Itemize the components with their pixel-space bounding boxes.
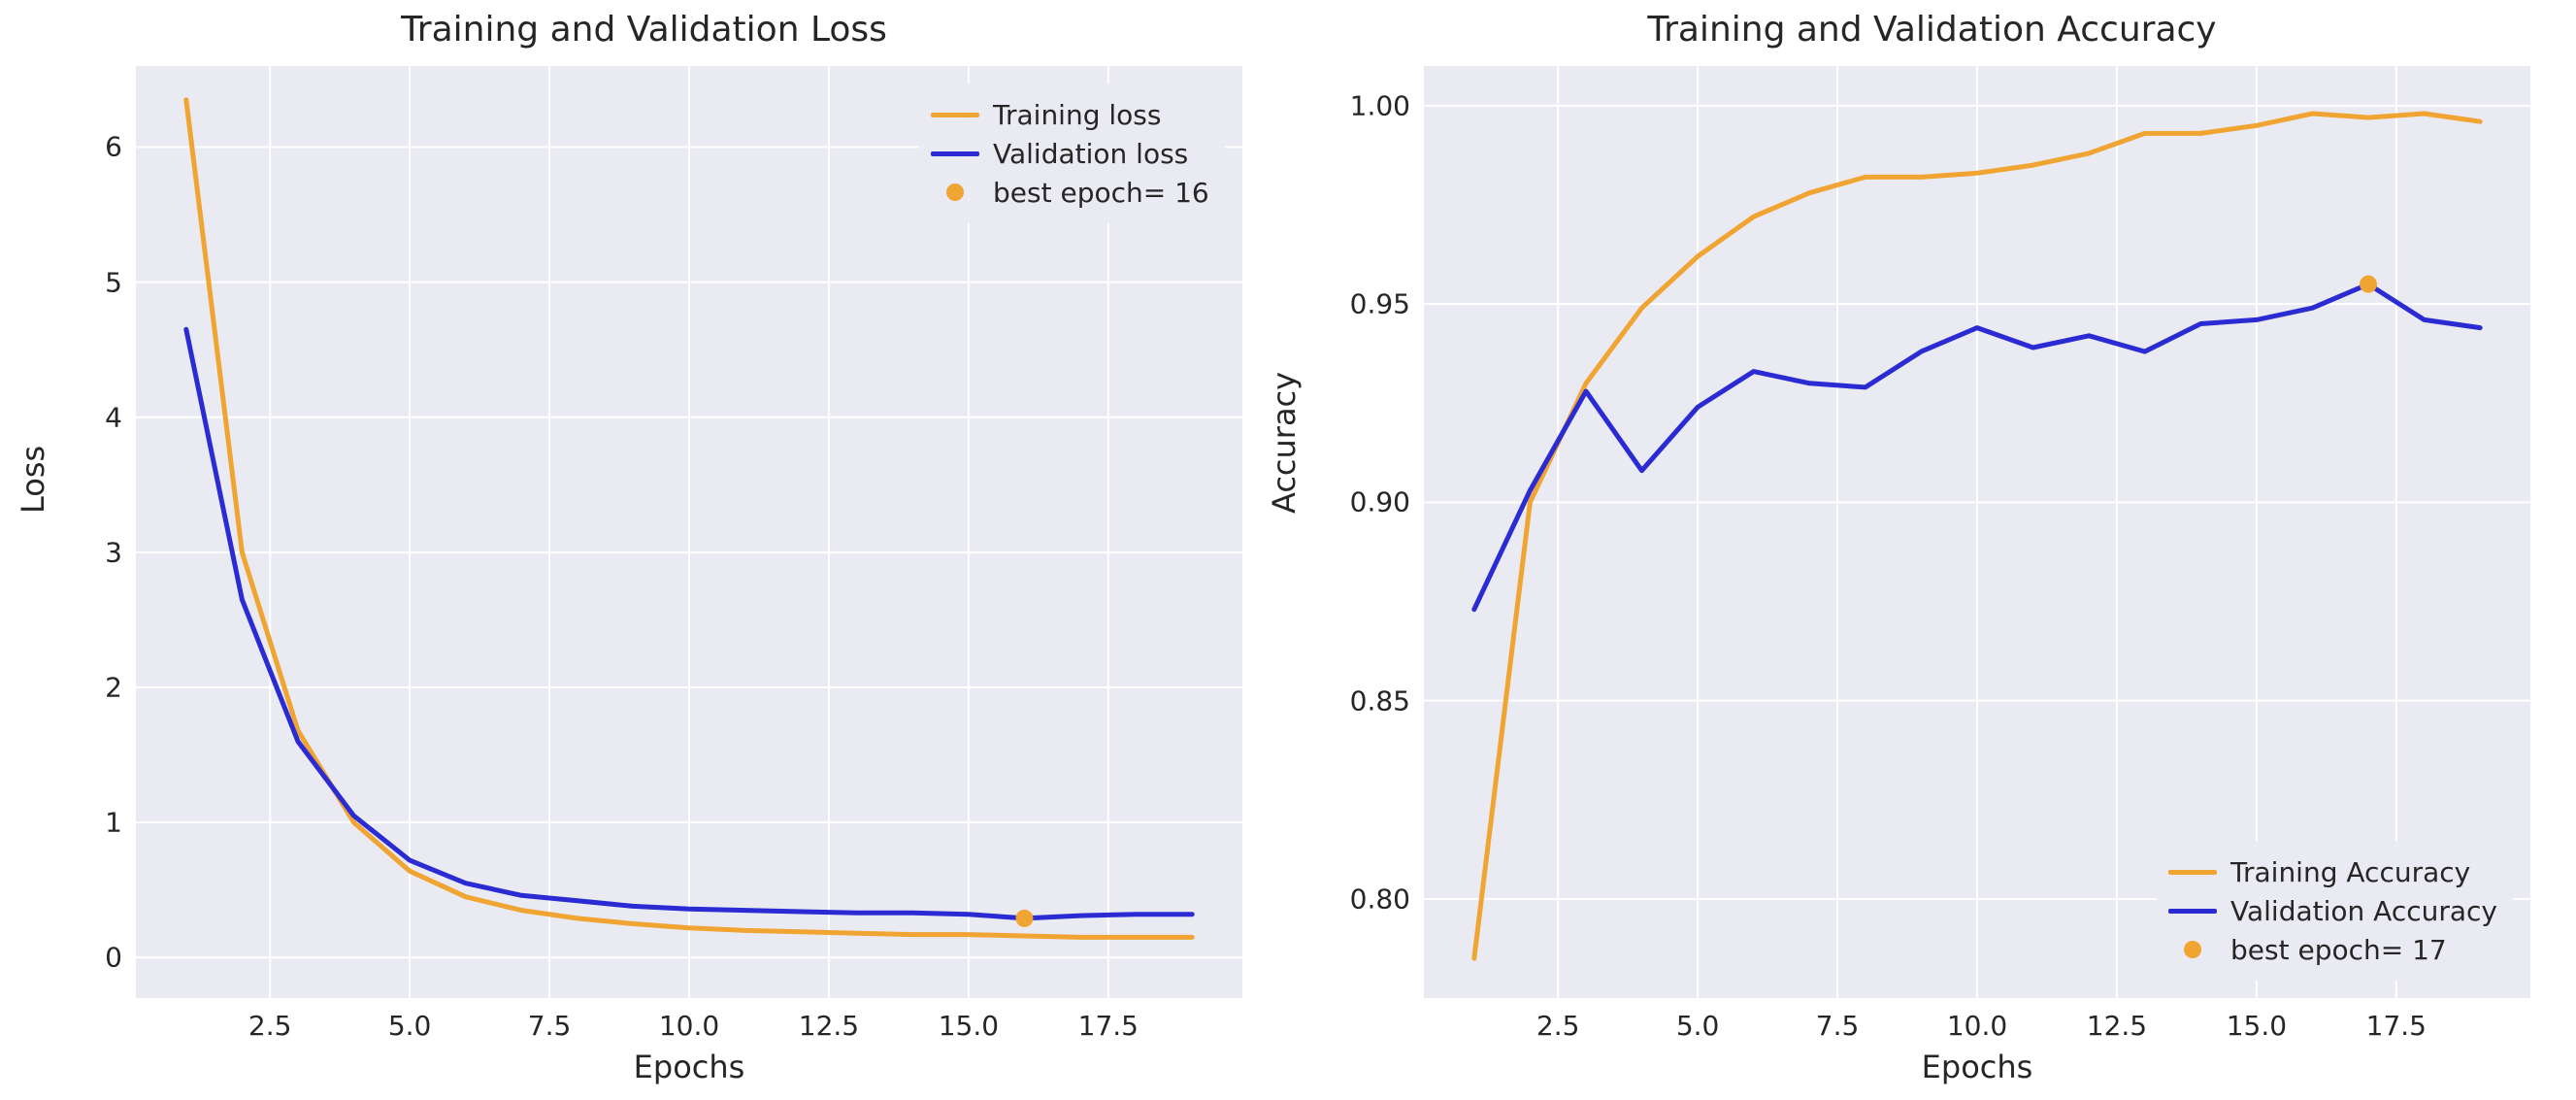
- subplot-loss: Training and Validation Loss Epochs Loss…: [0, 0, 1288, 1100]
- loss-ylabel: Loss: [15, 446, 51, 514]
- legend-label: best epoch= 17: [2230, 934, 2447, 966]
- accuracy-legend: Training Accuracy Validation Accuracy best…: [2157, 841, 2513, 981]
- accuracy-ytick-label: 1.00: [1350, 89, 1410, 121]
- loss-xtick-label: 5.0: [388, 1010, 432, 1042]
- legend-label: Validation loss: [993, 138, 1188, 170]
- accuracy-xtick-label: 17.5: [2366, 1010, 2427, 1042]
- subplot-accuracy: Training and Validation Accuracy Epochs …: [1288, 0, 2576, 1100]
- loss-xtick-label: 15.0: [939, 1010, 999, 1042]
- loss-legend-item: Training loss: [931, 95, 1209, 134]
- legend-line-swatch: [2168, 909, 2217, 914]
- legend-line-swatch: [931, 151, 979, 156]
- loss-xtick-label: 17.5: [1078, 1010, 1139, 1042]
- loss-xtick-label: 12.5: [799, 1010, 859, 1042]
- loss-legend-item: best epoch= 16: [931, 173, 1209, 212]
- loss-legend-item: Validation loss: [931, 134, 1209, 173]
- accuracy-best-epoch-marker: [2360, 276, 2377, 293]
- legend-label: Validation Accuracy: [2230, 895, 2497, 927]
- loss-ytick-label: 6: [105, 131, 122, 163]
- accuracy-legend-item: Validation Accuracy: [2168, 891, 2497, 930]
- accuracy-xlabel: Epochs: [1922, 1049, 2033, 1085]
- accuracy-xtick-label: 5.0: [1676, 1010, 1720, 1042]
- loss-best-epoch-marker: [1015, 910, 1033, 927]
- accuracy-title: Training and Validation Accuracy: [1288, 10, 2576, 50]
- accuracy-xtick-label: 2.5: [1536, 1010, 1580, 1042]
- accuracy-legend-item: best epoch= 17: [2168, 930, 2497, 969]
- legend-line-swatch: [2168, 870, 2217, 875]
- loss-ytick-label: 0: [105, 942, 122, 974]
- loss-xlabel: Epochs: [634, 1049, 745, 1085]
- legend-dot-swatch: [2168, 941, 2217, 958]
- loss-ytick-label: 4: [105, 401, 122, 433]
- accuracy-ytick-label: 0.90: [1350, 486, 1410, 518]
- accuracy-xtick-label: 15.0: [2227, 1010, 2287, 1042]
- accuracy-ytick-label: 0.95: [1350, 288, 1410, 320]
- loss-xtick-label: 2.5: [248, 1010, 292, 1042]
- accuracy-ytick-label: 0.85: [1350, 684, 1410, 717]
- loss-ytick-label: 3: [105, 536, 122, 568]
- accuracy-ylabel: Accuracy: [1266, 372, 1303, 514]
- figure: Training and Validation Loss Epochs Loss…: [0, 0, 2576, 1100]
- accuracy-legend-item: Training Accuracy: [2168, 852, 2497, 891]
- legend-label: Training loss: [993, 99, 1161, 131]
- loss-ytick-label: 2: [105, 672, 122, 704]
- accuracy-xtick-label: 7.5: [1816, 1010, 1860, 1042]
- accuracy-xtick-label: 12.5: [2087, 1010, 2147, 1042]
- loss-ytick-label: 5: [105, 266, 122, 298]
- loss-legend: Training loss Validation loss best epoch= …: [919, 83, 1225, 223]
- accuracy-xtick-label: 10.0: [1947, 1010, 2007, 1042]
- legend-label: Training Accuracy: [2230, 856, 2470, 888]
- loss-ytick-label: 1: [105, 807, 122, 839]
- legend-dot-swatch: [931, 183, 979, 201]
- loss-xtick-label: 7.5: [528, 1010, 572, 1042]
- accuracy-ytick-label: 0.80: [1350, 883, 1410, 915]
- loss-title: Training and Validation Loss: [0, 10, 1288, 50]
- loss-xtick-label: 10.0: [659, 1010, 719, 1042]
- legend-line-swatch: [931, 113, 979, 117]
- legend-label: best epoch= 16: [993, 177, 1209, 209]
